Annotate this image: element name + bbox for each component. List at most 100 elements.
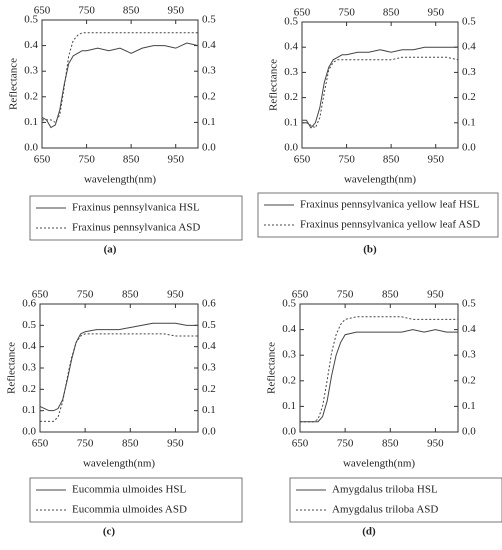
- x-tick-label-top: 850: [382, 289, 399, 301]
- y-axis-label: Reflectance: [6, 342, 18, 394]
- x-tick-label: 650: [292, 438, 309, 450]
- y-tick-label-right: 0.5: [462, 16, 476, 28]
- legend-label: Eucommia ulmoides HSL: [72, 484, 187, 496]
- x-tick-label: 650: [294, 154, 311, 166]
- y-tick-label: 0.4: [22, 340, 36, 352]
- x-tick-label: 950: [427, 438, 444, 450]
- plot-frame: [299, 303, 459, 433]
- x-tick-label: 650: [34, 154, 51, 166]
- plot-frame: [301, 21, 459, 149]
- y-axis-label: Reflectance: [8, 58, 20, 110]
- x-tick-label-top: 650: [34, 5, 51, 17]
- x-tick-label-top: 850: [123, 5, 140, 17]
- y-tick-label: 0.4: [24, 39, 38, 51]
- x-tick-label-top: 750: [338, 7, 355, 19]
- x-tick-label-top: 750: [337, 289, 354, 301]
- y-tick-label-right: 0.4: [462, 323, 476, 335]
- panel-label: (c): [103, 526, 116, 538]
- x-tick-label-top: 850: [383, 7, 400, 19]
- y-tick-label-right: 0.0: [462, 426, 476, 438]
- y-tick-label: 0.0: [282, 426, 296, 438]
- x-tick-label: 950: [167, 438, 184, 450]
- plot-frame: [41, 19, 199, 149]
- x-axis-label: wavelength(nm): [83, 458, 155, 470]
- x-tick-label-top: 750: [77, 289, 94, 301]
- y-tick-label-right: 0.5: [202, 319, 216, 331]
- legend-label: Eucommia ulmoides ASD: [72, 504, 187, 516]
- y-tick-label-right: 0.3: [202, 65, 216, 77]
- y-tick-label-right: 0.4: [202, 39, 216, 51]
- x-tick-label-top: 750: [78, 5, 95, 17]
- legend-label: Fraxinus pennsylvanica HSL: [72, 202, 200, 214]
- series-line: [302, 46, 458, 129]
- legend-box: [29, 195, 243, 241]
- y-tick-label-right: 0.3: [462, 349, 476, 361]
- y-tick-label-right: 0.1: [202, 404, 216, 416]
- y-tick-label-right: 0.0: [202, 426, 216, 438]
- x-tick-label: 750: [337, 438, 354, 450]
- series-line: [42, 32, 198, 124]
- y-tick-label-right: 0.2: [462, 374, 476, 386]
- y-tick-label: 0.0: [22, 426, 36, 438]
- y-tick-label: 0.4: [282, 323, 296, 335]
- y-tick-label-right: 0.3: [202, 362, 216, 374]
- x-tick-label: 950: [167, 154, 184, 166]
- y-tick-label: 0.0: [24, 142, 38, 154]
- x-tick-label-top: 950: [167, 289, 184, 301]
- legend-label: Amygdalus triloba HSL: [332, 484, 438, 496]
- x-axis-label: wavelength(nm): [343, 458, 415, 470]
- x-tick-label: 850: [382, 438, 399, 450]
- y-tick-label: 0.1: [22, 404, 36, 416]
- y-tick-label: 0.4: [284, 41, 298, 53]
- legend-box: [289, 477, 502, 523]
- x-axis-label: wavelength(nm): [84, 174, 156, 186]
- x-tick-label-top: 650: [292, 289, 309, 301]
- legend-label: Fraxinus pennsylvanica yellow leaf HSL: [300, 199, 480, 211]
- panel-label: (b): [363, 244, 377, 256]
- y-tick-label: 0.3: [284, 66, 298, 78]
- y-tick-label-right: 0.5: [202, 14, 216, 26]
- series-line: [39, 322, 198, 412]
- panel-label: (a): [104, 244, 117, 256]
- y-tick-label: 0.1: [282, 400, 296, 412]
- y-tick-label-right: 0.1: [462, 400, 476, 412]
- y-tick-label: 0.3: [24, 65, 38, 77]
- x-tick-label: 750: [77, 438, 94, 450]
- x-tick-label-top: 950: [427, 289, 444, 301]
- y-tick-label-right: 0.1: [202, 116, 216, 128]
- y-axis-label: Reflectance: [268, 59, 280, 111]
- y-tick-label: 0.3: [282, 349, 296, 361]
- y-tick-label-right: 0.4: [462, 41, 476, 53]
- x-tick-label: 750: [78, 154, 95, 166]
- x-tick-label: 650: [32, 438, 49, 450]
- x-axis-label: wavelength(nm): [344, 174, 416, 186]
- y-tick-label-right: 0.2: [202, 383, 216, 395]
- legend-label: Fraxinus pennsylvanica ASD: [72, 222, 200, 234]
- x-tick-label-top: 650: [294, 7, 311, 19]
- legend-box: [29, 477, 243, 523]
- y-tick-label: 0.6: [22, 298, 36, 310]
- legend-box: [257, 192, 499, 238]
- y-tick-label: 0.5: [284, 16, 298, 28]
- series-line: [302, 56, 459, 129]
- y-tick-label: 0.2: [282, 374, 296, 386]
- y-tick-label-right: 0.6: [202, 298, 216, 310]
- y-tick-label: 0.3: [22, 362, 36, 374]
- y-tick-label-right: 0.0: [462, 142, 476, 154]
- y-tick-label: 0.2: [284, 91, 298, 103]
- y-axis-label: Reflectance: [266, 342, 278, 394]
- x-tick-label-top: 850: [122, 289, 139, 301]
- x-tick-label-top: 950: [427, 7, 444, 19]
- y-tick-label-right: 0.1: [462, 116, 476, 128]
- series-line: [40, 333, 198, 422]
- series-line: [300, 329, 458, 423]
- y-tick-label: 0.0: [284, 142, 298, 154]
- series-line: [41, 42, 199, 129]
- x-tick-label-top: 950: [167, 5, 184, 17]
- y-tick-label: 0.1: [284, 116, 298, 128]
- y-tick-label-right: 0.2: [462, 91, 476, 103]
- legend-label: Fraxinus pennsylvanica yellow leaf ASD: [300, 219, 480, 231]
- y-tick-label: 0.5: [24, 14, 38, 26]
- y-tick-label-right: 0.2: [202, 90, 216, 102]
- x-tick-label: 850: [123, 154, 140, 166]
